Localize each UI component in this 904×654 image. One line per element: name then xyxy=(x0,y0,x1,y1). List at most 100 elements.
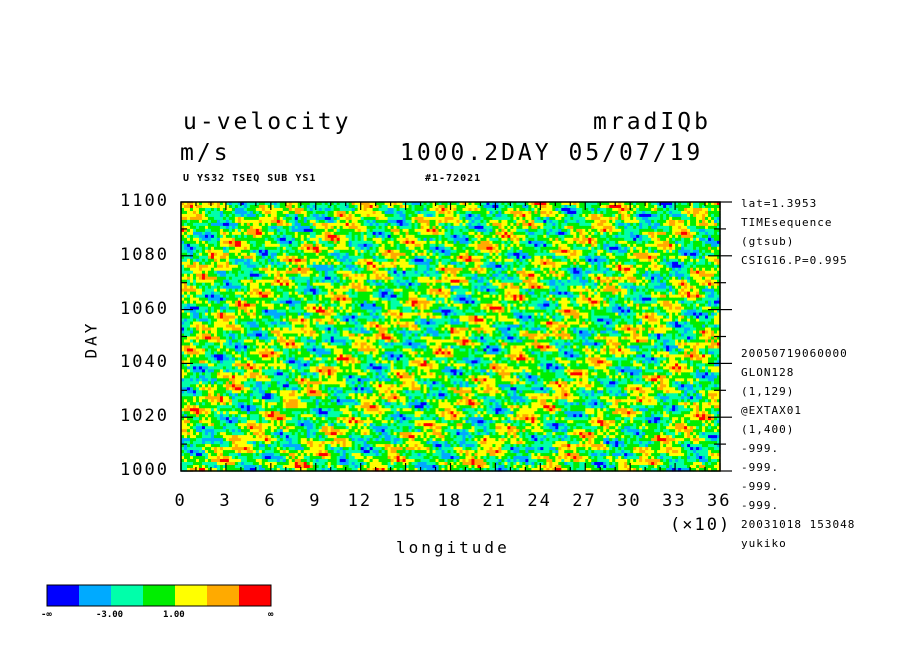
heatmap-cell xyxy=(462,240,467,245)
heatmap-cell xyxy=(441,213,446,218)
heatmap-cell xyxy=(609,213,613,218)
heatmap-cell xyxy=(408,240,413,245)
heatmap-cell xyxy=(687,222,691,227)
heatmap-cell xyxy=(654,204,658,209)
heatmap-cell xyxy=(417,225,422,230)
heatmap-cell xyxy=(717,228,721,233)
heatmap-cell xyxy=(381,240,386,245)
heatmap-cell xyxy=(507,213,511,218)
heatmap-cell xyxy=(378,219,383,224)
heatmap-cell xyxy=(561,204,565,209)
heatmap-cell xyxy=(255,231,260,236)
heatmap-cell xyxy=(258,213,263,218)
heatmap-cell xyxy=(381,210,386,215)
heatmap-cell xyxy=(432,240,437,245)
heatmap-cell xyxy=(381,219,386,224)
heatmap-cell xyxy=(216,228,221,233)
heatmap-cell xyxy=(525,240,529,245)
heatmap-cell xyxy=(666,231,670,236)
heatmap-cell xyxy=(525,243,529,248)
heatmap-cell xyxy=(291,207,296,212)
heatmap-cell xyxy=(654,213,658,218)
heatmap-cell xyxy=(585,222,589,227)
heatmap-cell xyxy=(276,210,281,215)
heatmap-cell xyxy=(375,216,380,221)
heatmap-cell xyxy=(648,213,652,218)
heatmap-cell xyxy=(438,237,443,242)
heatmap-cell xyxy=(636,237,640,242)
heatmap-cell xyxy=(612,243,616,248)
heatmap-cell xyxy=(699,234,703,239)
heatmap-cell xyxy=(444,210,449,215)
heatmap-cell xyxy=(330,219,335,224)
heatmap-cell xyxy=(435,222,440,227)
heatmap-cell xyxy=(306,243,311,248)
heatmap-cell xyxy=(303,204,308,209)
heatmap-cell xyxy=(324,202,329,206)
heatmap-cell xyxy=(222,210,227,215)
heatmap-cell xyxy=(513,237,517,242)
heatmap-cell xyxy=(285,219,290,224)
heatmap-cell xyxy=(531,202,535,206)
heatmap-cell xyxy=(420,202,425,206)
heatmap-cell xyxy=(573,202,577,206)
heatmap-cell xyxy=(597,222,601,227)
heatmap-cell xyxy=(531,237,535,242)
heatmap-cell xyxy=(582,228,586,233)
heatmap-cell xyxy=(369,216,374,221)
heatmap-cell xyxy=(261,234,266,239)
heatmap-cell xyxy=(360,202,365,206)
heatmap-cell xyxy=(225,219,230,224)
heatmap-cell xyxy=(216,210,221,215)
heatmap-cell xyxy=(663,240,667,245)
heatmap-cell xyxy=(702,225,706,230)
heatmap-cell xyxy=(300,228,305,233)
heatmap-cell xyxy=(489,222,494,227)
heatmap-cell xyxy=(186,210,191,215)
heatmap-cell xyxy=(270,240,275,245)
heatmap-cell xyxy=(696,202,700,206)
heatmap-cell xyxy=(363,204,368,209)
heatmap-cell xyxy=(216,234,221,239)
heatmap-cell xyxy=(402,213,407,218)
heatmap-cell xyxy=(597,213,601,218)
heatmap-cell xyxy=(327,219,332,224)
heatmap-cell xyxy=(549,219,553,224)
heatmap-cell xyxy=(189,240,194,245)
heatmap-cell xyxy=(276,240,281,245)
heatmap-cell xyxy=(675,219,679,224)
heatmap-cell xyxy=(261,237,266,242)
heatmap-cell xyxy=(354,243,359,248)
heatmap-cell xyxy=(189,219,194,224)
heatmap-cell xyxy=(285,231,290,236)
heatmap-cell xyxy=(336,216,341,221)
heatmap-cell xyxy=(384,228,389,233)
heatmap-cell xyxy=(438,216,443,221)
heatmap-cell xyxy=(258,202,263,206)
heatmap-cell xyxy=(351,210,356,215)
heatmap-cell xyxy=(465,225,470,230)
heatmap-cell xyxy=(588,222,592,227)
heatmap-cell xyxy=(324,225,329,230)
heatmap-cell xyxy=(306,231,311,236)
heatmap-cell xyxy=(357,225,362,230)
heatmap-cell xyxy=(198,228,203,233)
heatmap-cell xyxy=(231,204,236,209)
heatmap-cell xyxy=(483,243,488,248)
heatmap-cell xyxy=(258,243,263,248)
heatmap-cell xyxy=(696,207,700,212)
heatmap-cell xyxy=(621,222,625,227)
heatmap-cell xyxy=(414,219,419,224)
heatmap-cell xyxy=(285,222,290,227)
heatmap-cell xyxy=(711,210,715,215)
heatmap-cell xyxy=(207,210,212,215)
heatmap-cell xyxy=(489,231,494,236)
heatmap-cell xyxy=(321,210,326,215)
heatmap-cell xyxy=(576,231,580,236)
heatmap-cell xyxy=(402,225,407,230)
heatmap-cell xyxy=(321,228,326,233)
heatmap-cell xyxy=(708,222,712,227)
heatmap-cell xyxy=(345,240,350,245)
heatmap-cell xyxy=(504,240,508,245)
heatmap-cell xyxy=(432,202,437,206)
